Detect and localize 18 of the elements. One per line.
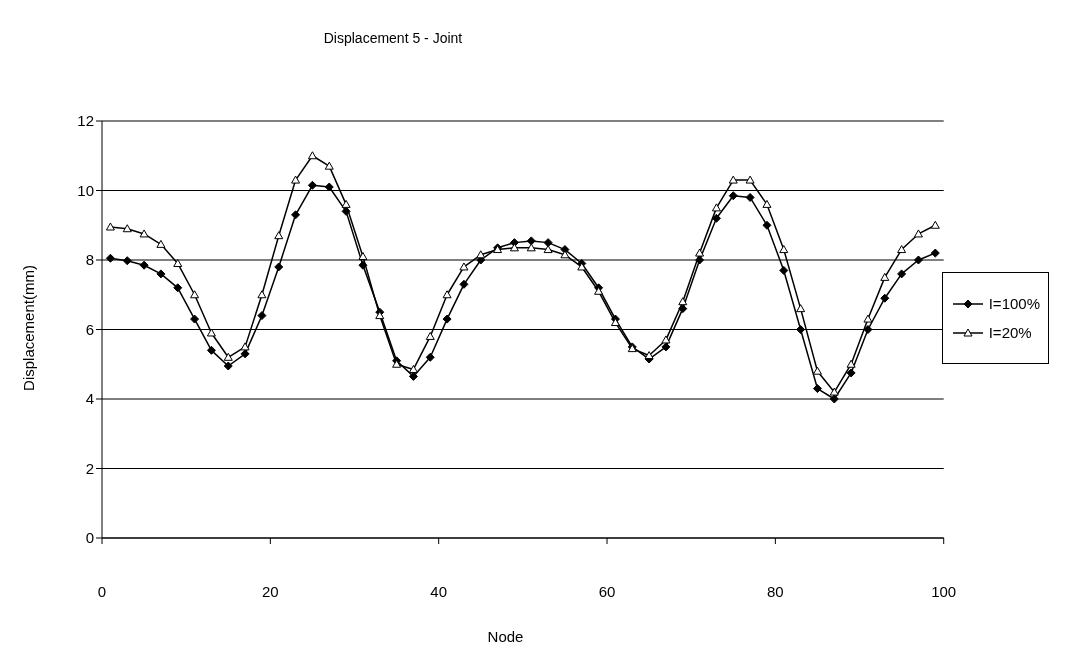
y-axis-title: Displacement(mm) xyxy=(19,265,37,391)
x-axis-title: Node xyxy=(486,628,525,645)
y-tick-label: 10 xyxy=(77,181,94,199)
legend-label: I=20% xyxy=(988,324,1032,341)
x-tick-label: 20 xyxy=(262,582,279,600)
y-tick-label: 2 xyxy=(85,459,94,477)
x-tick-label: 100 xyxy=(931,582,957,600)
y-tick-label: 6 xyxy=(85,320,94,338)
x-tick-label: 40 xyxy=(430,582,448,600)
y-tick-label: 12 xyxy=(77,112,94,130)
x-tick-label: 0 xyxy=(97,582,107,600)
y-tick-label: 8 xyxy=(85,251,94,269)
x-tick-label: 60 xyxy=(598,582,616,600)
y-tick-label: 4 xyxy=(85,390,94,408)
chart-title: Displacement 5 - Joint xyxy=(322,30,464,46)
x-tick-label: 80 xyxy=(767,582,784,600)
legend-label: I=100% xyxy=(988,295,1040,312)
y-tick-label: 0 xyxy=(85,529,94,547)
